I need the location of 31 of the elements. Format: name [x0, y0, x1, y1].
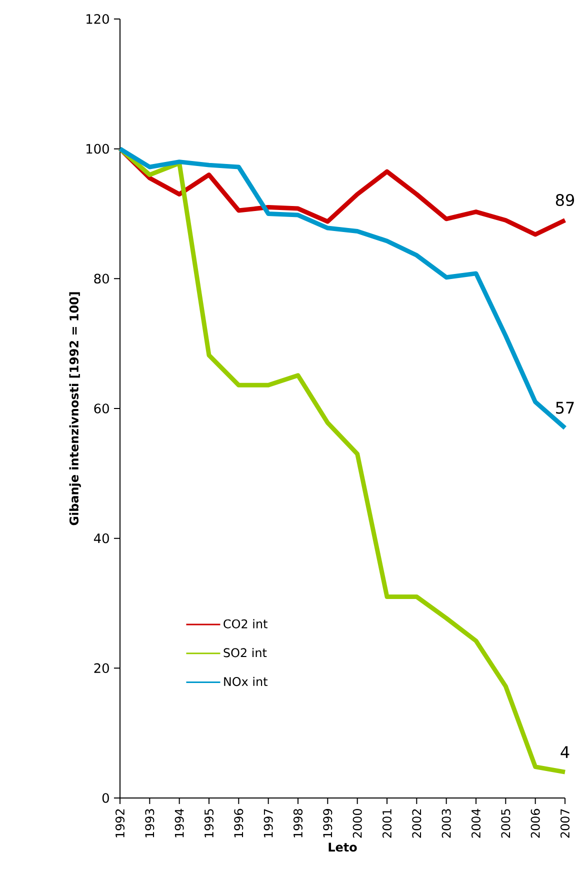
y-tick-label: 80: [94, 274, 109, 284]
data-label: 57: [556, 402, 574, 414]
y-tick-label: 100: [86, 144, 109, 154]
x-tick-label: 2003: [442, 809, 451, 838]
x-tick-label: 1994: [174, 808, 184, 838]
y-tick-label: 20: [94, 663, 109, 674]
y-tick-label: 0: [102, 793, 109, 803]
x-axis-title: Leto: [328, 842, 357, 852]
x-tick-label: 1999: [323, 809, 332, 838]
x-tick-label: 2005: [501, 809, 510, 838]
x-tick-label: 1993: [145, 809, 154, 838]
x-tick-label: 2004: [471, 808, 481, 838]
x-tick-label: 2006: [530, 808, 540, 838]
legend-label: NOx int: [224, 676, 268, 686]
y-tick-label: 60: [94, 404, 109, 414]
x-tick-label: 2001: [382, 809, 392, 838]
x-tick-label: 2002: [412, 809, 422, 838]
y-axis-title: Gibanje intenzivnosti [1992 = 100]: [69, 292, 81, 526]
x-tick-label: 2007: [560, 809, 570, 838]
x-tick-label: 1995: [204, 809, 214, 838]
x-tick-label: 1996: [234, 808, 244, 838]
data-label: 4: [560, 746, 570, 758]
y-tick-label: 40: [94, 533, 109, 544]
x-tick-label: 1998: [293, 809, 303, 838]
data-label: 89: [556, 194, 574, 206]
x-tick-label: 1992: [115, 809, 125, 838]
x-tick-label: 2000: [352, 808, 362, 838]
x-tick-label: 1997: [264, 809, 273, 838]
legend-label: CO2 int: [224, 619, 268, 628]
y-tick-label: 120: [86, 14, 109, 24]
legend-label: SO2 int: [224, 648, 267, 658]
